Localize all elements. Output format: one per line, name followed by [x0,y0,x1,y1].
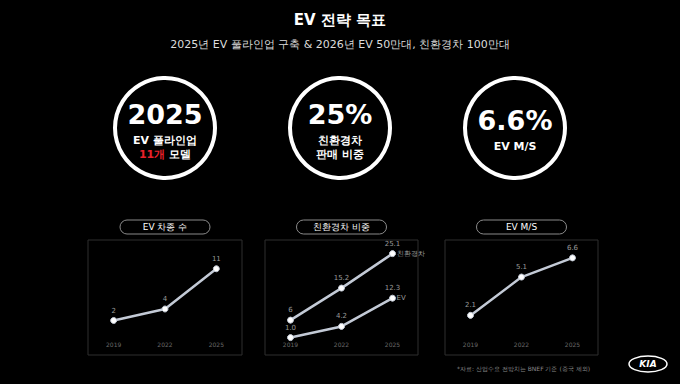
svg-text:25.1: 25.1 [385,240,401,248]
svg-text:4: 4 [163,295,168,303]
svg-text:친환경차 비중: 친환경차 비중 [313,222,370,232]
svg-text:모델: 모델 [165,148,191,161]
svg-text:2022: 2022 [157,341,172,348]
svg-text:6.6%: 6.6% [478,105,553,136]
svg-text:6: 6 [288,306,293,314]
svg-text:2019: 2019 [106,341,121,348]
svg-text:11개: 11개 [139,148,165,161]
svg-text:4.2: 4.2 [336,312,347,320]
svg-text:판매 비중: 판매 비중 [316,148,364,161]
svg-text:2025: 2025 [385,341,400,348]
svg-text:2: 2 [111,307,115,315]
svg-text:친환경차: 친환경차 [397,250,425,258]
svg-text:EV M/S: EV M/S [494,140,537,153]
svg-text:2022: 2022 [334,341,349,348]
svg-text:EV 풀라인업: EV 풀라인업 [133,134,197,147]
svg-text:2025년 EV 풀라인업 구축 & 2026년 EV 50: 2025년 EV 풀라인업 구축 & 2026년 EV 50만대, 친환경차 1… [170,38,509,51]
svg-text:2025: 2025 [565,341,580,348]
svg-text:2019: 2019 [463,341,478,348]
svg-text:12.3: 12.3 [385,284,401,292]
svg-text:EV: EV [397,294,406,302]
svg-text:25%: 25% [308,99,373,130]
svg-text:5.1: 5.1 [516,263,527,271]
svg-text:KIA: KIA [639,359,656,369]
svg-text:2019: 2019 [283,341,298,348]
svg-text:2022: 2022 [514,341,529,348]
svg-text:15.2: 15.2 [334,274,350,282]
svg-text:친환경차: 친환경차 [318,134,362,147]
svg-text:11: 11 [212,255,221,263]
svg-text:EV 전략 목표: EV 전략 목표 [294,11,386,29]
svg-text:EV M/S: EV M/S [506,222,538,232]
svg-text:EV 차종 수: EV 차종 수 [143,222,188,232]
svg-text:6.6: 6.6 [567,244,579,252]
svg-text:2025: 2025 [209,341,224,348]
svg-text:1.0: 1.0 [285,324,296,332]
svg-text:*자료: 산업수요 전망치는 BNEF 기준 (중국 제외): *자료: 산업수요 전망치는 BNEF 기준 (중국 제외) [457,365,590,372]
svg-text:2025: 2025 [127,99,202,130]
svg-text:2.1: 2.1 [465,301,476,309]
